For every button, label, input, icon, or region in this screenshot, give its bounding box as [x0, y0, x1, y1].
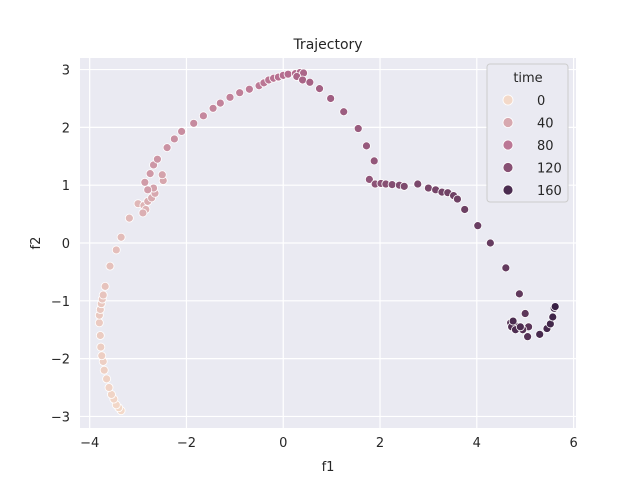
x-tick-label: 0 — [279, 436, 287, 451]
data-point — [235, 88, 245, 98]
legend-marker — [502, 139, 514, 151]
data-point — [473, 221, 483, 231]
data-points — [94, 68, 560, 416]
data-point — [116, 232, 126, 242]
data-point — [413, 179, 423, 189]
data-point — [515, 322, 525, 332]
data-point — [298, 75, 307, 85]
data-point — [339, 107, 349, 117]
data-point — [369, 156, 379, 166]
y-tick-label: 0 — [62, 237, 70, 252]
data-point — [153, 154, 162, 164]
data-point — [162, 143, 172, 153]
data-point — [315, 84, 324, 94]
legend-title: time — [513, 71, 542, 86]
x-tick-labels: −4 −2 0 2 4 6 — [80, 436, 578, 451]
data-point — [96, 342, 106, 352]
y-tick-label: 1 — [62, 179, 70, 194]
x-axis-label: f1 — [322, 460, 335, 475]
data-point — [111, 245, 121, 255]
x-tick-label: 4 — [473, 436, 481, 451]
legend: time 0 40 80 120 160 — [486, 63, 569, 203]
legend-marker — [502, 94, 514, 106]
data-point — [399, 181, 409, 191]
data-point — [225, 92, 235, 102]
data-point — [424, 183, 433, 193]
x-tick-label: −2 — [177, 436, 196, 451]
y-tick-label: 2 — [62, 121, 70, 136]
legend-marker — [502, 117, 514, 128]
data-point — [105, 261, 115, 271]
y-tick-label: −3 — [51, 410, 70, 425]
data-point — [364, 175, 374, 184]
legend-label: 0 — [537, 94, 545, 109]
data-point — [138, 208, 148, 218]
data-point — [145, 169, 155, 179]
data-point — [460, 205, 470, 214]
data-point — [548, 312, 558, 322]
data-point — [305, 77, 315, 87]
legend-label: 120 — [537, 162, 562, 177]
data-point — [215, 98, 225, 108]
data-point — [508, 316, 518, 326]
legend-label: 80 — [537, 139, 554, 154]
legend-marker — [502, 184, 514, 196]
data-point — [326, 94, 336, 103]
data-point — [102, 374, 112, 384]
legend-label: 40 — [537, 117, 554, 132]
data-point — [99, 365, 109, 375]
data-point — [362, 141, 371, 151]
data-point — [387, 180, 397, 190]
data-point — [514, 289, 524, 299]
data-point — [535, 329, 545, 339]
data-point — [95, 331, 105, 340]
data-point — [157, 170, 167, 180]
x-tick-label: 2 — [376, 436, 384, 451]
data-point — [550, 302, 560, 311]
data-point — [94, 318, 104, 328]
y-tick-label: 3 — [62, 64, 70, 79]
data-point — [208, 103, 218, 113]
data-point — [124, 213, 134, 223]
data-point — [198, 111, 208, 121]
data-point — [453, 194, 462, 204]
data-point — [104, 383, 114, 392]
legend-entries: 0 40 80 120 160 — [502, 94, 562, 199]
chart-title: Trajectory — [292, 37, 362, 53]
x-tick-label: −4 — [80, 436, 99, 451]
data-point — [189, 118, 199, 128]
data-point — [523, 332, 533, 342]
data-point — [97, 351, 107, 361]
y-tick-label: −1 — [51, 295, 70, 310]
x-tick-label: 6 — [569, 436, 577, 451]
data-point — [485, 238, 495, 248]
data-point — [100, 281, 110, 291]
data-point — [140, 177, 150, 187]
data-point — [169, 134, 179, 144]
data-point — [143, 185, 153, 195]
data-point — [177, 127, 187, 136]
data-point — [520, 309, 530, 318]
data-point — [98, 290, 108, 300]
y-axis-label: f2 — [29, 237, 44, 250]
legend-label: 160 — [537, 184, 562, 199]
data-point — [353, 124, 363, 133]
data-point — [501, 263, 511, 273]
data-point — [244, 84, 254, 94]
y-tick-labels: −3 −2 −1 0 1 2 3 — [51, 64, 70, 426]
data-point — [283, 69, 293, 79]
y-tick-label: −2 — [51, 353, 70, 368]
legend-marker — [502, 162, 514, 173]
